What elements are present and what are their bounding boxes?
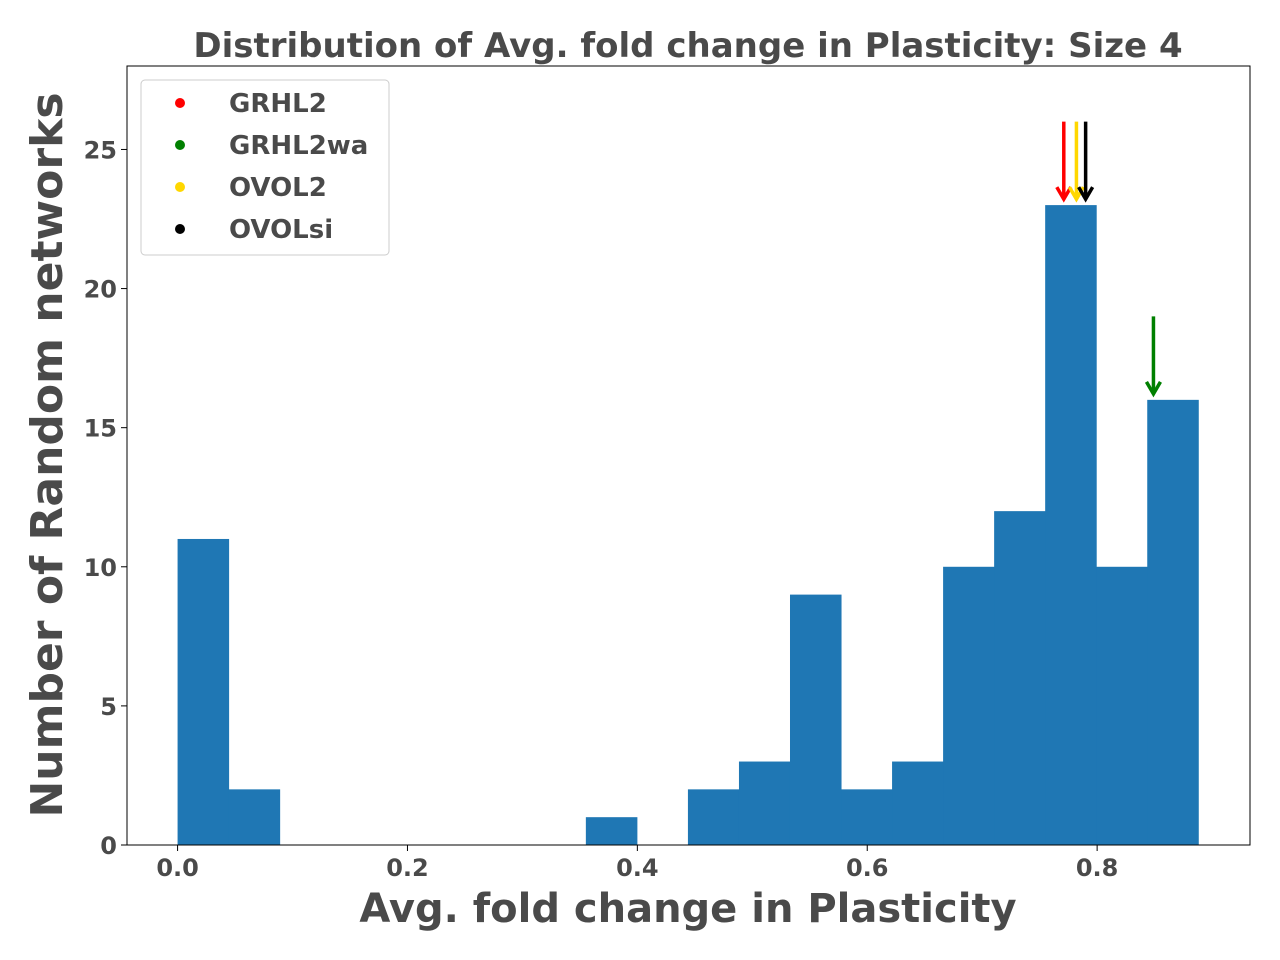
x-tick-label: 0.6 bbox=[846, 854, 889, 882]
y-tick-label: 10 bbox=[84, 554, 117, 582]
legend-marker bbox=[175, 98, 185, 108]
histogram-bar bbox=[841, 789, 893, 845]
x-axis-label: Avg. fold change in Plasticity bbox=[359, 886, 1016, 932]
legend-item-grhl2wa: GRHL2wa bbox=[175, 131, 368, 161]
arrow-grhl2 bbox=[1055, 121, 1073, 203]
legend: GRHL2 GRHL2wa OVOL2 OVOLsi bbox=[140, 79, 390, 256]
legend-label: GRHL2 bbox=[229, 89, 327, 119]
y-tick-label: 20 bbox=[84, 276, 117, 304]
y-tick-label: 25 bbox=[84, 136, 117, 164]
legend-marker bbox=[175, 182, 185, 192]
y-axis-ticks: 0 5 10 15 20 25 bbox=[84, 136, 127, 860]
x-tick-label: 0.0 bbox=[156, 854, 199, 882]
legend-item-ovolsi: OVOLsi bbox=[175, 215, 333, 245]
y-tick-label: 5 bbox=[100, 693, 117, 721]
histogram-bar bbox=[1045, 205, 1097, 845]
plot-frame bbox=[126, 65, 1251, 846]
arrows-group bbox=[1055, 121, 1162, 398]
y-tick-label: 15 bbox=[84, 415, 117, 443]
arrow-head bbox=[1055, 186, 1073, 203]
bars-group bbox=[177, 205, 1199, 845]
arrow-ovol2 bbox=[1067, 121, 1085, 203]
histogram-bar bbox=[738, 761, 791, 845]
y-tick-label: 0 bbox=[100, 832, 117, 860]
chart-title: Distribution of Avg. fold change in Plas… bbox=[193, 26, 1182, 66]
arrow-head bbox=[1144, 380, 1162, 398]
legend-marker bbox=[175, 224, 185, 234]
legend-label: OVOL2 bbox=[229, 173, 327, 203]
legend-marker bbox=[175, 140, 185, 150]
x-tick-label: 0.8 bbox=[1076, 854, 1119, 882]
histogram-bar bbox=[585, 817, 638, 845]
legend-item-ovol2: OVOL2 bbox=[175, 173, 327, 203]
legend-label: GRHL2wa bbox=[229, 131, 368, 161]
histogram-bar bbox=[1096, 566, 1148, 845]
histogram-bar bbox=[228, 789, 281, 845]
histogram-bar bbox=[789, 594, 842, 845]
histogram-bar bbox=[892, 761, 944, 845]
arrow-grhl2wa bbox=[1144, 316, 1162, 398]
legend-item-grhl2: GRHL2 bbox=[175, 89, 327, 119]
x-tick-label: 0.2 bbox=[386, 854, 429, 882]
histogram-bar bbox=[994, 511, 1046, 845]
histogram-bar bbox=[943, 566, 995, 845]
arrow-head bbox=[1077, 186, 1095, 203]
x-axis-ticks: 0.0 0.2 0.4 0.6 0.8 bbox=[156, 845, 1118, 882]
histogram-bar bbox=[1147, 399, 1199, 845]
histogram-bar bbox=[177, 538, 230, 845]
legend-box bbox=[140, 79, 390, 256]
y-axis-label: Number of Random networks bbox=[22, 92, 73, 817]
x-tick-label: 0.4 bbox=[616, 854, 659, 882]
arrow-ovolsi bbox=[1077, 121, 1095, 203]
legend-label: OVOLsi bbox=[229, 215, 333, 245]
histogram-bar bbox=[687, 789, 740, 845]
